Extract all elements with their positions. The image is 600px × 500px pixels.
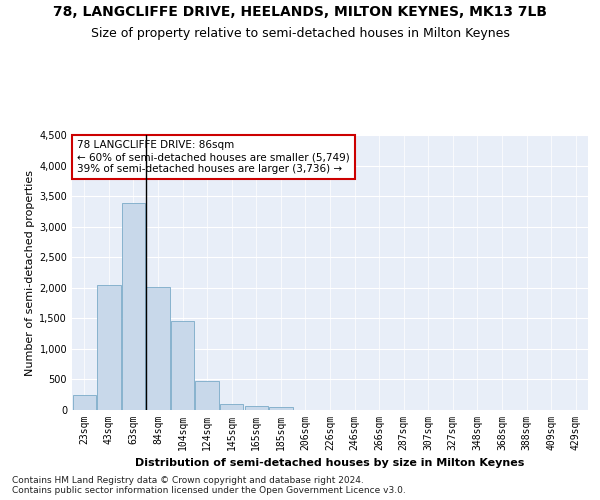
Bar [122,204,145,410]
Text: Contains HM Land Registry data © Crown copyright and database right 2024.
Contai: Contains HM Land Registry data © Crown c… [12,476,406,495]
Bar [97,284,121,410]
Text: Size of property relative to semi-detached houses in Milton Keynes: Size of property relative to semi-detach… [91,28,509,40]
Bar [245,406,268,410]
Bar [73,394,96,410]
Bar [146,286,170,410]
Bar [269,406,293,410]
Text: Distribution of semi-detached houses by size in Milton Keynes: Distribution of semi-detached houses by … [136,458,524,468]
Bar [196,381,219,410]
Text: 78, LANGCLIFFE DRIVE, HEELANDS, MILTON KEYNES, MK13 7LB: 78, LANGCLIFFE DRIVE, HEELANDS, MILTON K… [53,5,547,19]
Bar [220,404,244,410]
Bar [171,321,194,410]
Text: 78 LANGCLIFFE DRIVE: 86sqm
← 60% of semi-detached houses are smaller (5,749)
39%: 78 LANGCLIFFE DRIVE: 86sqm ← 60% of semi… [77,140,350,173]
Y-axis label: Number of semi-detached properties: Number of semi-detached properties [25,170,35,376]
